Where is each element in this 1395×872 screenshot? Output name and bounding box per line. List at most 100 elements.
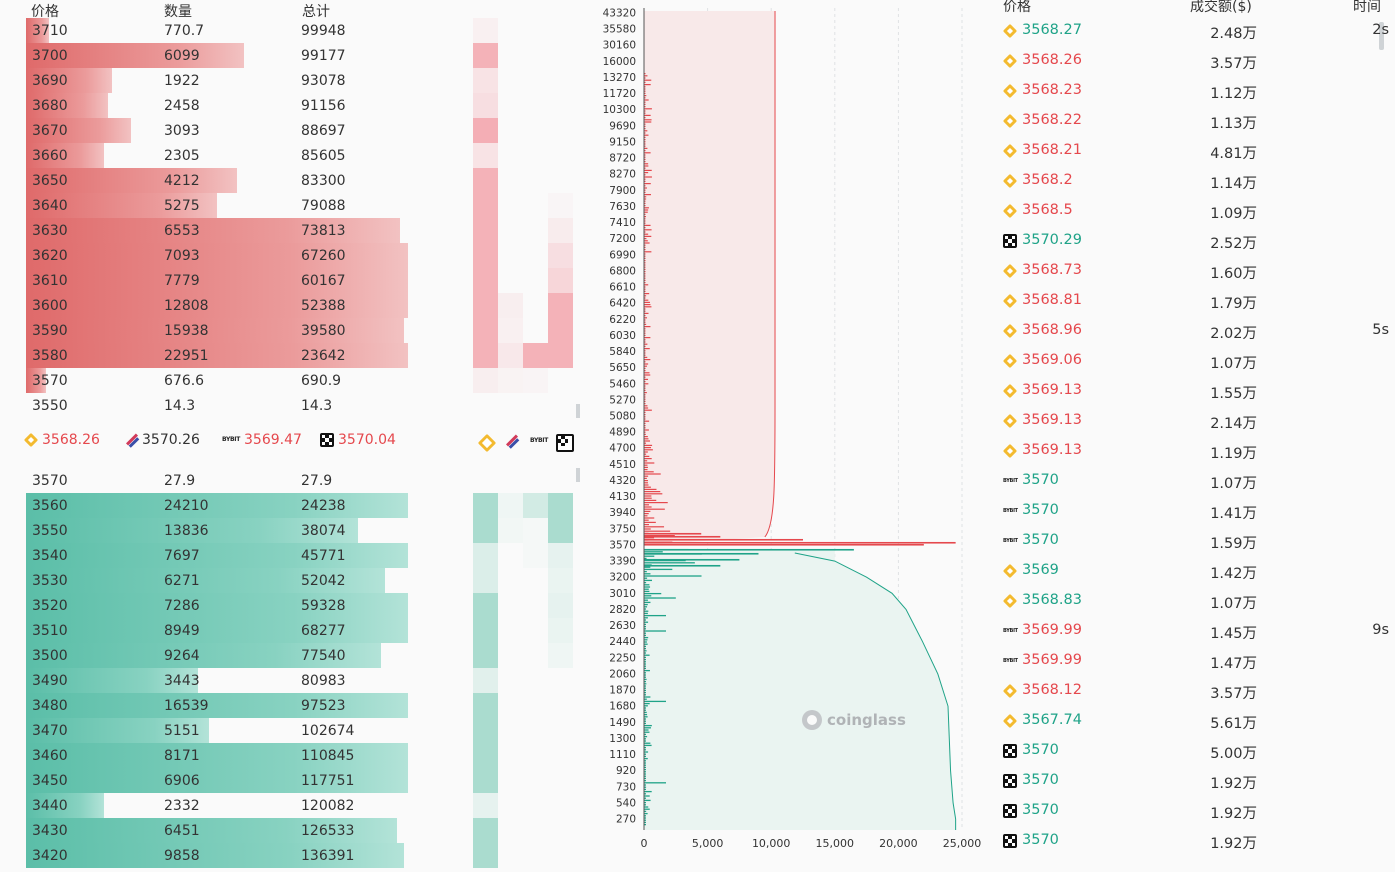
trade-row[interactable]: 3570 1.92万 bbox=[1003, 826, 1395, 856]
trade-row[interactable]: 3568.22 1.13万 bbox=[1002, 106, 1395, 136]
trade-row[interactable]: 3570 5.00万 bbox=[1003, 736, 1395, 766]
bid-row[interactable]: 3540 7697 45771 bbox=[26, 543, 416, 568]
scrollbar-thumb[interactable] bbox=[576, 404, 580, 418]
bid-row[interactable]: 3520 7286 59328 bbox=[26, 593, 416, 618]
trade-row[interactable]: 3570.29 2.52万 bbox=[1003, 226, 1395, 256]
ask-row[interactable]: 3620 7093 67260 bbox=[26, 243, 416, 268]
ask-level-bar bbox=[644, 433, 646, 435]
trade-row[interactable]: 3568.73 1.60万 bbox=[1002, 256, 1395, 286]
trade-row[interactable]: 3569.13 2.14万 bbox=[1002, 406, 1395, 436]
trade-row[interactable]: 3568.96 2.02万 5s bbox=[1002, 316, 1395, 346]
bid-row[interactable]: 3510 8949 68277 bbox=[26, 618, 416, 643]
ask-level-bar bbox=[644, 436, 648, 438]
trade-row[interactable]: 3567.74 5.61万 bbox=[1002, 706, 1395, 736]
trade-amount: 1.09万 bbox=[1210, 206, 1257, 222]
mid-total: 14.3 bbox=[301, 398, 333, 414]
binance-icon bbox=[1002, 53, 1018, 69]
ask-level-bar bbox=[644, 321, 646, 323]
bid-row[interactable]: 3530 6271 52042 bbox=[26, 568, 416, 593]
trades-scrollbar[interactable] bbox=[1379, 22, 1384, 50]
trade-row[interactable]: 3570 1.92万 bbox=[1003, 766, 1395, 796]
ask-row[interactable]: 3610 7779 60167 bbox=[26, 268, 416, 293]
ask-row[interactable]: 3700 6099 99177 bbox=[26, 43, 416, 68]
ask-level-bar bbox=[644, 213, 646, 215]
bid-row[interactable]: 3480 16539 97523 bbox=[26, 693, 416, 718]
ask-level-bar bbox=[644, 407, 649, 409]
trade-row[interactable]: 3570 1.92万 bbox=[1003, 796, 1395, 826]
trade-row[interactable]: 3568.81 1.79万 bbox=[1002, 286, 1395, 316]
trade-row[interactable]: 3568.83 1.07万 bbox=[1002, 586, 1395, 616]
ask-depth-bar bbox=[26, 293, 408, 318]
ask-row[interactable]: 3670 3093 88697 bbox=[26, 118, 416, 143]
bid-qty: 7286 bbox=[164, 598, 200, 614]
ask-row[interactable]: 3630 6553 73813 bbox=[26, 218, 416, 243]
ask-level-bar bbox=[644, 238, 647, 240]
trade-row[interactable]: 3568.21 4.81万 bbox=[1002, 136, 1395, 166]
trade-row[interactable]: 3568.12 3.57万 bbox=[1002, 676, 1395, 706]
trade-row[interactable]: 3568.2 1.14万 bbox=[1002, 166, 1395, 196]
ask-row[interactable]: 3570 676.6 690.9 bbox=[26, 368, 416, 393]
ask-row[interactable]: 3640 5275 79088 bbox=[26, 193, 416, 218]
mid-row[interactable]: 3550 14.3 14.3 bbox=[26, 393, 416, 418]
y-tick-label: 3940 bbox=[609, 507, 636, 519]
ask-level-bar bbox=[644, 422, 646, 424]
bid-total: 27.9 bbox=[301, 473, 333, 489]
ask-row[interactable]: 3650 4212 83300 bbox=[26, 168, 416, 193]
ask-row[interactable]: 3660 2305 85605 bbox=[26, 143, 416, 168]
bybit-icon: BYBIT bbox=[1003, 628, 1018, 634]
bid-row[interactable]: 3560 24210 24238 bbox=[26, 493, 416, 518]
ask-level-bar bbox=[644, 73, 646, 75]
recent-trades-panel: 价格 成交额($) 时间 3568.27 2.48万 2s 3568.26 3.57万 3… bbox=[995, 0, 1395, 872]
trade-row[interactable]: BYBIT 3570 1.07万 bbox=[1003, 466, 1395, 496]
trade-amount: 3.57万 bbox=[1210, 56, 1257, 72]
bid-level-bar bbox=[644, 588, 649, 590]
trade-row[interactable]: BYBIT 3569.99 1.45万 9s bbox=[1003, 616, 1395, 646]
trade-row[interactable]: 3569.13 1.19万 bbox=[1002, 436, 1395, 466]
y-tick-label: 6990 bbox=[609, 249, 636, 261]
bid-row[interactable]: 3460 8171 110845 bbox=[26, 743, 416, 768]
bid-row[interactable]: 3570 27.9 27.9 bbox=[26, 468, 416, 493]
okx-icon bbox=[1003, 234, 1017, 248]
ask-depth-bar bbox=[26, 68, 112, 93]
y-tick-label: 11720 bbox=[603, 88, 636, 100]
bid-row[interactable]: 3490 3443 80983 bbox=[26, 668, 416, 693]
ask-row[interactable]: 3710 770.7 99948 bbox=[26, 18, 416, 43]
bid-total: 126533 bbox=[301, 823, 355, 839]
scrollbar-thumb-bids[interactable] bbox=[576, 468, 580, 482]
ask-row[interactable]: 3580 22951 23642 bbox=[26, 343, 416, 368]
trade-row[interactable]: BYBIT 3569.99 1.47万 bbox=[1003, 646, 1395, 676]
trade-row[interactable]: 3569 1.42万 bbox=[1002, 556, 1395, 586]
bid-depth-bar bbox=[26, 718, 209, 743]
ask-row[interactable]: 3690 1922 93078 bbox=[26, 68, 416, 93]
ask-level-bar bbox=[644, 246, 646, 248]
bid-row[interactable]: 3550 13836 38074 bbox=[26, 518, 416, 543]
ask-exchange-heat-cell bbox=[523, 343, 548, 368]
trade-row[interactable]: BYBIT 3570 1.59万 bbox=[1003, 526, 1395, 556]
bid-row[interactable]: 3430 6451 126533 bbox=[26, 818, 416, 843]
bid-row[interactable]: 3500 9264 77540 bbox=[26, 643, 416, 668]
ask-row[interactable]: 3680 2458 91156 bbox=[26, 93, 416, 118]
ask-depth-bar bbox=[26, 243, 408, 268]
ask-row[interactable]: 3590 15938 39580 bbox=[26, 318, 416, 343]
trade-row[interactable]: 3568.5 1.09万 bbox=[1002, 196, 1395, 226]
ask-level-bar bbox=[644, 535, 675, 537]
y-tick-label: 6610 bbox=[609, 282, 636, 294]
ask-level-bar bbox=[644, 438, 649, 440]
bid-row[interactable]: 3450 6906 117751 bbox=[26, 768, 416, 793]
bid-level-bar bbox=[644, 661, 646, 663]
trade-row[interactable]: 3568.23 1.12万 bbox=[1002, 76, 1395, 106]
trade-row[interactable]: 3568.27 2.48万 2s bbox=[1002, 16, 1395, 46]
bid-row[interactable]: 3440 2332 120082 bbox=[26, 793, 416, 818]
bid-row[interactable]: 3470 5151 102674 bbox=[26, 718, 416, 743]
trade-price: 3569.99 bbox=[1022, 622, 1082, 638]
trade-row[interactable]: BYBIT 3570 1.41万 bbox=[1003, 496, 1395, 526]
trade-row[interactable]: 3569.13 1.55万 bbox=[1002, 376, 1395, 406]
trade-amount: 4.81万 bbox=[1210, 146, 1257, 162]
bid-total: 45771 bbox=[301, 548, 346, 564]
ask-exchange-heat-cell bbox=[548, 293, 573, 318]
ask-row[interactable]: 3600 12808 52388 bbox=[26, 293, 416, 318]
ask-exchange-heat-cell bbox=[473, 143, 498, 168]
bid-row[interactable]: 3420 9858 136391 bbox=[26, 843, 416, 868]
trade-row[interactable]: 3569.06 1.07万 bbox=[1002, 346, 1395, 376]
trade-row[interactable]: 3568.26 3.57万 bbox=[1002, 46, 1395, 76]
